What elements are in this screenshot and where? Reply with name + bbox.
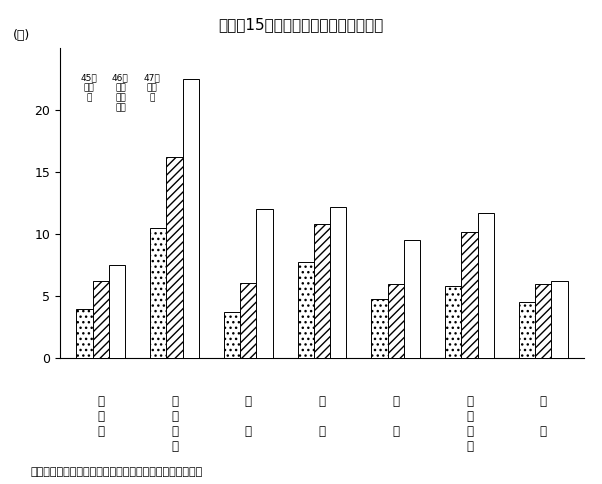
Text: 紙
パ
ル
プ: 紙 パ ル プ xyxy=(466,395,473,454)
Text: 第２－15図　公害防止投資比率の推移: 第２－15図 公害防止投資比率の推移 xyxy=(219,17,383,32)
Bar xyxy=(519,302,535,358)
Text: 非

鉄: 非 鉄 xyxy=(318,395,326,439)
Bar xyxy=(166,157,182,358)
Bar xyxy=(535,284,551,358)
Text: 全
産
業: 全 産 業 xyxy=(98,395,104,439)
Bar xyxy=(404,241,420,358)
Text: 石
油
精
製: 石 油 精 製 xyxy=(171,395,178,454)
Bar xyxy=(182,79,199,358)
Bar xyxy=(478,213,494,358)
Text: 化

学: 化 学 xyxy=(245,395,252,439)
Bar xyxy=(150,228,166,358)
Text: 47年
度計
画: 47年 度計 画 xyxy=(143,73,160,102)
Bar xyxy=(76,309,93,358)
Bar xyxy=(445,287,462,358)
Bar xyxy=(256,210,273,358)
Bar xyxy=(298,261,314,358)
Text: 46年
度実
績見
込み: 46年 度実 績見 込み xyxy=(112,73,129,112)
Text: (％): (％) xyxy=(13,29,30,42)
Bar xyxy=(224,312,240,358)
Text: 45年
度実
績: 45年 度実 績 xyxy=(81,73,98,102)
Text: 鉄

鉰: 鉄 鉰 xyxy=(393,395,399,439)
Bar xyxy=(109,265,125,358)
Text: （備考）日本開発銀行「設備投資調査報告」により作成。: （備考）日本開発銀行「設備投資調査報告」により作成。 xyxy=(30,467,202,477)
Bar xyxy=(314,225,330,358)
Bar xyxy=(388,284,404,358)
Bar xyxy=(551,281,568,358)
Bar xyxy=(240,283,256,358)
Text: 電

力: 電 力 xyxy=(540,395,547,439)
Bar xyxy=(93,281,109,358)
Bar xyxy=(462,232,478,358)
Bar xyxy=(371,299,388,358)
Bar xyxy=(330,207,346,358)
